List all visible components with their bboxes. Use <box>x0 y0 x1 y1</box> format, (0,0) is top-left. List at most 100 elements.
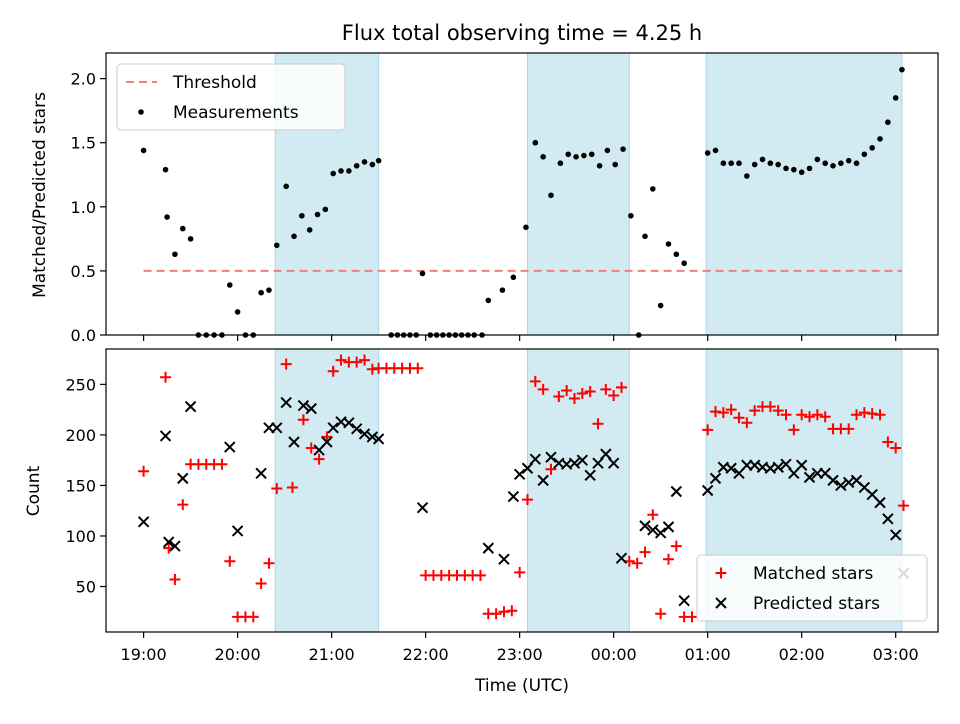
predicted-star-point <box>177 472 189 485</box>
matched-star-point <box>255 577 267 589</box>
measurement-point <box>665 241 672 247</box>
measurement-point <box>338 168 344 174</box>
predicted-star-point <box>507 490 520 503</box>
matched-star-point <box>772 405 784 417</box>
measurement-point <box>258 289 264 296</box>
matched-star-point <box>858 407 870 419</box>
matched-star-point <box>138 465 150 477</box>
measurement-point <box>791 166 797 173</box>
predicted-star-point <box>521 462 534 474</box>
figure-title: Flux total observing time = 4.25 h <box>342 21 702 45</box>
measurement-point <box>375 157 382 164</box>
matched-star-point <box>796 409 808 421</box>
predicted-star-point <box>827 474 839 487</box>
x-tick-label: 21:00 <box>309 645 355 664</box>
predicted-star-point <box>662 521 675 533</box>
bottom-legend-label: Predicted stars <box>753 594 880 614</box>
bottom-panel: 50 100 150 200 250 19:00 20:00 21:00 22:00 23:00 0… <box>65 348 939 664</box>
matched-star-point <box>725 404 737 416</box>
x-tick-label: 01:00 <box>685 645 731 664</box>
measurement-point <box>673 251 680 258</box>
measurement-point <box>179 225 186 232</box>
predicted-star-point <box>600 448 612 460</box>
measurement-point <box>681 260 687 267</box>
measurement-point <box>234 309 241 315</box>
measurement-point <box>712 147 719 154</box>
measurement-point <box>291 233 297 240</box>
matched-star-point <box>600 383 612 395</box>
measurement-point <box>299 212 305 219</box>
predicted-star-point <box>584 469 596 482</box>
matched-star-point <box>498 606 510 618</box>
matched-star-point <box>866 408 878 420</box>
measurement-point <box>226 282 233 288</box>
bottom-y-tick-label: 250 <box>65 375 96 394</box>
measurement-point <box>657 302 664 309</box>
measurement-point <box>759 156 766 163</box>
measurement-point <box>751 161 758 168</box>
top-legend: Threshold Measurements <box>116 63 346 131</box>
measurement-point <box>775 161 781 168</box>
measurement-point <box>266 287 272 293</box>
matched-star-point <box>655 608 667 620</box>
top-y-tick-label: 1.0 <box>71 198 96 217</box>
bottom-y-tick-label: 150 <box>65 476 96 495</box>
predicted-star-point <box>576 454 589 466</box>
predicted-star-point <box>372 433 385 445</box>
measurement-point <box>581 152 587 159</box>
matched-star-point <box>305 442 317 454</box>
measurement-point <box>853 160 860 167</box>
bottom-shaded-interval <box>274 348 380 633</box>
matched-star-point <box>553 391 565 403</box>
matched-star-point <box>545 463 557 475</box>
measurement-point <box>485 297 492 304</box>
measurement-point <box>172 251 178 258</box>
legend-matched-swatch <box>715 567 727 579</box>
measurement-point <box>273 242 280 249</box>
x-tick-label: 02:00 <box>779 645 825 664</box>
matched-star-point <box>898 500 910 512</box>
measurement-point <box>322 206 329 213</box>
measurement-point <box>612 161 619 168</box>
matched-star-point <box>819 411 831 423</box>
measurement-point <box>596 163 603 169</box>
matched-star-point <box>160 371 172 383</box>
matched-star-point <box>335 354 347 366</box>
predicted-star-point <box>366 431 379 443</box>
predicted-star-point <box>772 461 784 473</box>
predicted-star-point <box>709 472 722 485</box>
measurement-point <box>720 160 727 167</box>
matched-star-point <box>506 605 518 617</box>
top-shaded-interval <box>526 52 630 336</box>
matched-star-point <box>286 481 298 493</box>
predicted-star-point <box>255 467 267 480</box>
x-tick-label: 00:00 <box>591 645 637 664</box>
predicted-star-point <box>280 396 292 409</box>
predicted-star-point <box>350 423 363 435</box>
top-panel: 0.0 0.5 1.0 1.5 2.0 Threshold Measurements <box>71 52 939 345</box>
matched-star-point <box>271 482 283 494</box>
predicted-star-point <box>537 474 549 487</box>
measurement-point <box>798 169 805 176</box>
matched-star-point <box>313 453 325 465</box>
measurement-point <box>830 163 836 169</box>
x-tick-label: 23:00 <box>497 645 543 664</box>
measurement-point <box>557 160 564 167</box>
matched-star-point <box>710 406 722 418</box>
measurement-point <box>540 154 546 160</box>
predicted-star-point <box>545 451 557 463</box>
measurement-point <box>187 236 194 242</box>
measurement-point <box>588 151 595 158</box>
predicted-star-point <box>701 484 714 497</box>
bottom-y-tick-label: 200 <box>65 426 96 445</box>
top-y-tick-label: 0.0 <box>71 326 96 345</box>
measurement-point <box>548 192 554 199</box>
measurement-point <box>314 211 321 218</box>
matched-star-point <box>749 405 761 417</box>
measurement-point <box>728 160 734 167</box>
bottom-y-axis-label: Count <box>24 465 44 516</box>
bottom-y-tick-label: 50 <box>76 578 96 597</box>
measurement-point <box>164 214 170 220</box>
matched-star-point <box>576 387 588 399</box>
x-tick-label: 22:00 <box>403 645 449 664</box>
